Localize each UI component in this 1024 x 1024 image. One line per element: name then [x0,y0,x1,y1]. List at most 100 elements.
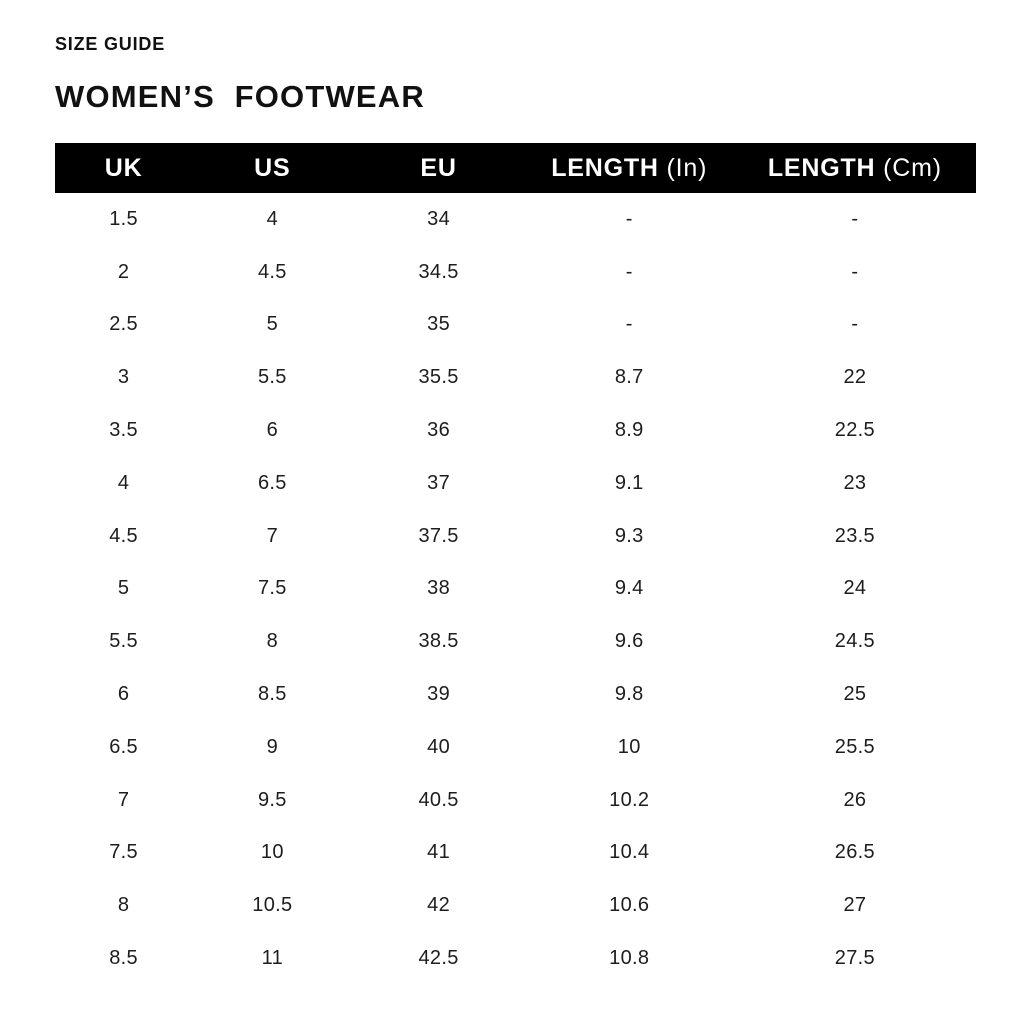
table-cell: 9.6 [614,630,644,653]
table-cell: 8.7 [614,366,644,389]
table-cell: 40 [427,735,450,758]
table-cell: 25.5 [834,735,875,758]
table-cell: - [851,207,859,230]
table-cell: 4 [266,207,279,230]
table-cell: - [625,313,633,336]
table-row: 5.5 8 38.5 9.6 24.5 [55,615,976,668]
table-row: 8.5 11 42.5 10.8 27.5 [55,932,976,985]
table-cell: 26 [843,788,867,811]
table-cell: 24 [843,577,867,600]
table-cell: 7 [117,788,130,811]
table-cell: 27 [843,894,867,917]
table-cell: 6.5 [257,471,287,494]
table-cell: 9 [266,735,279,758]
table-cell: 25 [843,683,867,706]
size-table-body: 1.5 4 34- -2 4.5 34.5- -2.5 5 35- -3 5.5 35.5 8.7 22 3… [55,193,976,985]
table-cell: 5.5 [109,630,138,653]
table-cell: 22.5 [834,419,875,442]
size-table: UK US EU LENGTH (In) LENGTH (Cm) 1.5 4 34-… [55,143,976,985]
table-cell: 8 [266,630,279,653]
table-cell: 27.5 [834,947,875,970]
page-title: WOMEN’S FOOTWEAR [55,79,425,114]
table-cell: 9.4 [614,577,644,600]
table-cell: 11 [261,947,284,970]
table-row: 2 4.5 34.5 - - [55,246,976,299]
table-cell: 34.5 [418,260,459,283]
table-cell: 36 [427,419,450,442]
table-cell: 5 [117,577,130,600]
table-cell: 42 [427,894,450,917]
size-guide-label: SIZE GUIDE [55,34,166,54]
column-header-label: EU [420,153,457,182]
column-header-suffix: (Cm) [875,153,942,182]
table-row: 3.5 6 36 8.9 22.5 [55,404,976,457]
table-cell: 37 [427,471,450,494]
table-cell: - [625,207,633,230]
table-cell: 34 [427,207,450,230]
table-cell: 8.5 [109,947,138,970]
size-guide-page: SIZE GUIDE WOMEN’S FOOTWEAR UK US EU LEN… [55,34,976,985]
table-row: 6 8.5 39 9.8 25 [55,668,976,721]
table-cell: 9.3 [614,524,644,547]
column-header-label: LENGTH [551,153,659,182]
table-cell: 4 [117,471,130,494]
table-cell: 35.5 [418,366,459,389]
table-cell: 9.8 [614,683,644,706]
table-cell: 1.5 [109,207,138,230]
table-row: 6.5 9 40 10 25.5 [55,721,976,774]
table-cell: 7 [266,524,279,547]
table-row: 7 9.5 40.5 10.2 26 [55,774,976,827]
table-cell: 23 [843,471,867,494]
table-cell: 40.5 [418,788,459,811]
table-row: 5 7.5 38 9.4 24 [55,563,976,616]
table-cell: 6.5 [109,735,138,758]
table-row: 3 5.5 35.5 8.7 22 [55,351,976,404]
table-row: 4.5 7 37.5 9.3 23.5 [55,510,976,563]
table-cell: 10.6 [609,894,650,917]
table-cell: 2.5 [109,313,138,336]
table-cell: 4.5 [257,260,287,283]
table-cell: 10 [260,841,284,864]
column-header-label: UK [104,153,143,182]
table-cell: 7.5 [109,841,138,864]
table-cell: 8.5 [257,683,287,706]
table-cell: 10.8 [609,947,650,970]
table-cell: 10 [617,735,641,758]
table-cell: 2 [117,260,130,283]
table-cell: 38.5 [418,630,459,653]
table-cell: 22 [843,366,867,389]
column-header-eu: EU [352,143,525,193]
table-cell: 7.5 [257,577,287,600]
table-cell: 35 [427,313,450,336]
table-row: 7.5 10 41 10.4 26.5 [55,827,976,880]
table-cell: 6 [117,683,130,706]
table-cell: - [851,260,859,283]
size-table-header: UK US EU LENGTH (In) LENGTH (Cm) [55,143,976,193]
table-row: 2.5 5 35 - - [55,299,976,352]
table-row: 4 6.5 37 9.1 23 [55,457,976,510]
table-cell: 8.9 [614,419,644,442]
table-cell: 42.5 [418,947,459,970]
column-header-label: LENGTH [767,153,876,182]
column-header-length-cm: LENGTH (Cm) [733,143,976,193]
table-cell: 9.5 [257,788,287,811]
header-row: UK US EU LENGTH (In) LENGTH (Cm) [55,143,976,193]
table-cell: 3 [117,366,130,389]
table-cell: 8 [117,894,130,917]
table-cell: 10.4 [609,841,650,864]
table-cell: - [851,313,859,336]
column-header-us: US [192,143,353,193]
table-cell: 41 [427,841,450,864]
table-cell: 5.5 [257,366,287,389]
table-row: 1.5 4 34 - - [55,193,976,246]
table-cell: 26.5 [834,841,875,864]
table-cell: - [625,260,633,283]
column-header-length-in: LENGTH (In) [524,143,734,193]
table-cell: 37.5 [418,524,459,547]
table-cell: 23.5 [834,524,875,547]
column-header-uk: UK [55,143,193,193]
table-cell: 5 [266,313,279,336]
column-header-label: US [254,153,291,182]
table-cell: 4.5 [109,524,138,547]
table-cell: 10.5 [252,894,293,917]
